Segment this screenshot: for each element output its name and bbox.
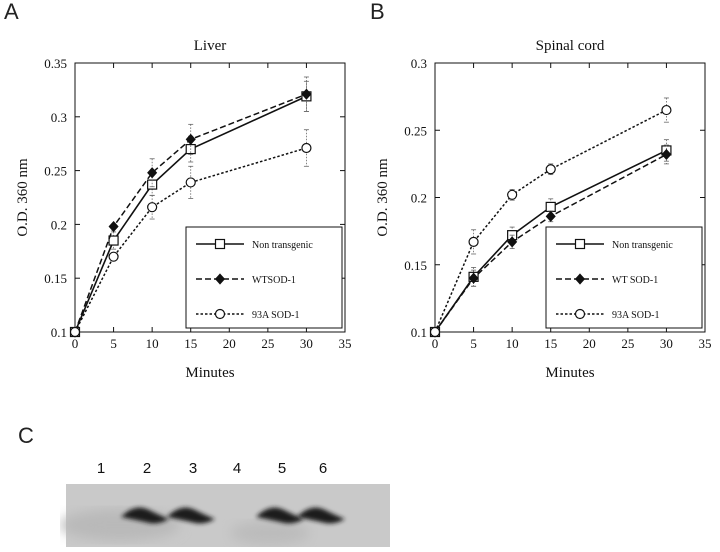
liver-legend-label: Non transgenic: [252, 240, 313, 251]
blot-lane-label: 6: [319, 460, 327, 477]
spinal-cord-data-point: [545, 201, 556, 213]
spinal-cord-data-point: [661, 104, 672, 116]
liver-legend: Non transgenic WTSOD-1 93A SOD-1: [185, 226, 343, 329]
blot-band: [256, 507, 304, 524]
liver-data-point: [147, 167, 158, 179]
liver-legend-marker: [214, 273, 226, 285]
liver-y-tick-label: 0.2: [51, 217, 67, 232]
liver-data-point: [301, 88, 312, 100]
spinal-cord-legend-label: 93A SOD-1: [612, 310, 660, 321]
spinal-cord-x-tick-label: 25: [621, 336, 634, 351]
liver-data-point: [185, 133, 196, 145]
spinal-cord-data-point: [468, 236, 479, 247]
spinal-cord-chart: Spinal cord 0 5 10 15 20 25 30 35 0.1 0.15 0.2 0.25 0…: [375, 38, 712, 381]
spinal-cord-legend: Non transgenic WT SOD-1 93A SOD-1: [545, 226, 703, 329]
spinal-cord-x-tick-label: 30: [660, 336, 673, 351]
liver-x-tick-label: 35: [339, 336, 352, 351]
spinal-cord-data-point: [468, 272, 479, 284]
liver-legend-marker: [214, 308, 226, 320]
blot-lane-label: 5: [278, 460, 286, 477]
liver-y-tick-label: 0.3: [51, 110, 67, 125]
liver-x-tick-label: 25: [261, 336, 274, 351]
western-blot: 1 2 3 4 5 6: [60, 460, 390, 547]
blot-lane-label: 3: [189, 460, 197, 477]
liver-x-tick-label: 5: [110, 336, 117, 351]
spinal-cord-y-tick-label: 0.2: [411, 191, 427, 206]
liver-x-tick-label: 30: [300, 336, 313, 351]
spinal-cord-y-tick-label: 0.1: [411, 325, 427, 340]
spinal-cord-legend-label: WT SOD-1: [612, 275, 658, 286]
liver-data-point: [108, 251, 119, 262]
liver-legend-marker: [214, 238, 226, 250]
spinal-cord-data-point: [507, 189, 518, 200]
liver-y-tick-label: 0.35: [44, 56, 67, 71]
spinal-cord-data-point: [545, 164, 556, 175]
blot-band: [121, 507, 169, 524]
liver-series-line-3: [74, 147, 307, 333]
panel-letter-b: B: [370, 0, 385, 24]
liver-data-point: [69, 326, 81, 338]
liver-data-point: [108, 220, 119, 233]
spinal-cord-y-tick-label: 0.3: [411, 56, 427, 71]
liver-x-tick-label: 0: [72, 336, 79, 351]
liver-x-axis-label: Minutes: [185, 365, 234, 381]
spinal-cord-legend-label: Non transgenic: [612, 240, 673, 251]
spinal-cord-y-axis-label: O.D. 360 nm: [375, 158, 391, 237]
liver-y-axis-label: O.D. 360 nm: [15, 158, 31, 237]
blot-band: [297, 507, 345, 524]
spinal-cord-x-tick-label: 35: [699, 336, 712, 351]
spinal-cord-data-point: [507, 236, 518, 248]
blot-lane-label: 2: [143, 460, 151, 477]
liver-y-tick-label: 0.25: [44, 164, 67, 179]
spinal-cord-x-tick-label: 0: [432, 336, 439, 351]
liver-series-line-2: [74, 93, 307, 333]
spinal-cord-y-tick-label: 0.25: [404, 123, 427, 138]
spinal-cord-legend-marker: [574, 273, 586, 285]
spinal-cord-data-point: [661, 148, 672, 161]
spinal-cord-x-tick-label: 10: [506, 336, 519, 351]
panel-letter-c: C: [18, 423, 34, 448]
spinal-cord-x-tick-label: 5: [470, 336, 477, 351]
panel-letter-a: A: [4, 0, 19, 24]
blot-lane-label: 1: [97, 460, 105, 477]
liver-chart: Liver 0 5 10 15 20 25 30 35 0.1 0.15 0.2 0.25 0.3 0.35…: [15, 38, 352, 381]
spinal-cord-data-point: [545, 210, 556, 222]
liver-data-point: [147, 202, 158, 213]
spinal-cord-x-axis-label: Minutes: [545, 365, 594, 381]
liver-legend-label: 93A SOD-1: [252, 310, 300, 321]
liver-x-tick-label: 20: [223, 336, 236, 351]
blot-band: [167, 507, 215, 524]
spinal-cord-x-tick-label: 20: [583, 336, 596, 351]
blot-background-smudge: [230, 521, 310, 545]
spinal-cord-y-tick-label: 0.15: [404, 258, 427, 273]
liver-title: Liver: [194, 38, 226, 54]
spinal-cord-title: Spinal cord: [536, 38, 605, 54]
liver-data-point: [108, 235, 119, 246]
spinal-cord-legend-marker: [574, 238, 586, 250]
spinal-cord-x-tick-label: 15: [544, 336, 557, 351]
liver-data-point: [147, 179, 158, 190]
liver-plot-frame: [74, 62, 346, 333]
liver-x-tick-label: 10: [146, 336, 159, 351]
spinal-cord-data-point: [429, 326, 441, 338]
liver-x-tick-label: 15: [184, 336, 197, 351]
liver-data-point: [185, 177, 196, 188]
liver-data-point: [301, 142, 312, 154]
liver-legend-label: WTSOD-1: [252, 275, 296, 286]
blot-lane-label: 4: [233, 460, 241, 477]
blot-background-smudge: [60, 509, 180, 541]
spinal-cord-legend-marker: [574, 308, 586, 320]
liver-y-tick-label: 0.1: [51, 325, 67, 340]
liver-y-tick-label: 0.15: [44, 271, 67, 286]
